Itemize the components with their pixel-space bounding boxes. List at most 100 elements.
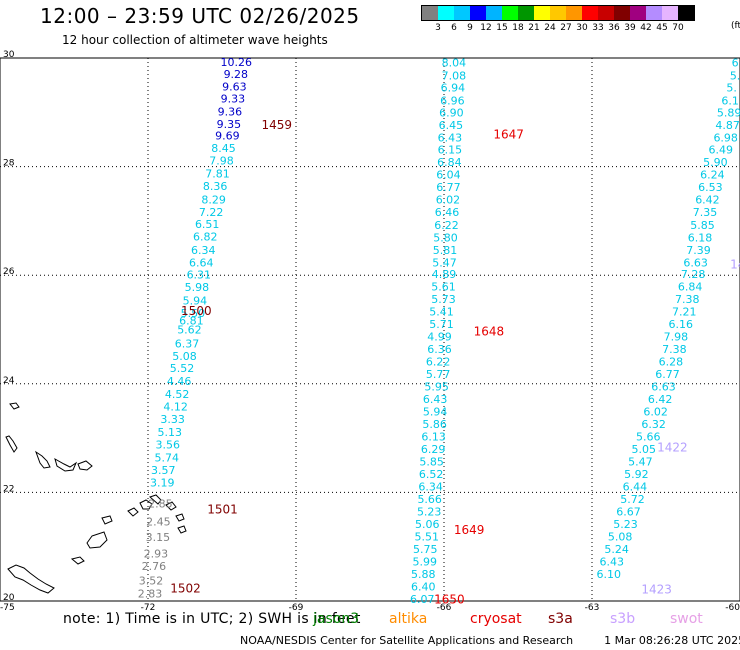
wave-height-value: 5.47 bbox=[432, 256, 457, 269]
axis-tick-labels: 20 22 24 26 28 30 -75 -72 -69 -66 -63 -60 bbox=[0, 50, 740, 613]
wave-height-value: 6.53 bbox=[698, 181, 723, 194]
wave-height-value: 3.56 bbox=[155, 439, 180, 452]
wave-height-value: 6.84 bbox=[437, 156, 462, 169]
wave-height-value: 6.32 bbox=[641, 418, 666, 431]
pass-time-label: 1501 bbox=[207, 502, 238, 516]
wave-height-value: 7.22 bbox=[199, 206, 224, 219]
wave-height-value: 5.92 bbox=[624, 468, 649, 481]
wave-height-value: 6.49 bbox=[709, 143, 734, 156]
wave-height-value: 5. bbox=[726, 81, 737, 94]
color-scale-swatch bbox=[534, 6, 550, 20]
lon-tick-label: -72 bbox=[141, 603, 156, 613]
wave-height-value: 6.96 bbox=[440, 94, 465, 107]
pass-time-label: 1649 bbox=[454, 523, 485, 537]
wave-height-value: 4.89 bbox=[432, 268, 457, 281]
wave-height-value: 6.07 bbox=[410, 593, 435, 606]
map-frame bbox=[0, 57, 740, 602]
color-scale-swatch bbox=[646, 6, 662, 20]
wave-height-value: 6.36 bbox=[427, 343, 452, 356]
color-scale-label: 24 bbox=[544, 23, 556, 33]
wave-height-value: 5.95 bbox=[424, 381, 449, 394]
color-scale-label: 12 bbox=[480, 23, 492, 33]
pass-time-labels: 1459 1500 1501 1502 1647 1648 1649 1650 14 1422 14… bbox=[170, 118, 740, 607]
wave-height-value: 5.81 bbox=[433, 244, 458, 257]
color-scale-swatch bbox=[486, 6, 502, 20]
wave-height-value: 6.34 bbox=[191, 244, 216, 257]
wave-height-value: 6.46 bbox=[435, 206, 460, 219]
wave-height-value: 8.04 bbox=[442, 56, 467, 69]
wave-height-value: 4.12 bbox=[163, 401, 188, 414]
color-scale-label: 21 bbox=[528, 23, 540, 33]
wave-height-value: 9.28 bbox=[224, 68, 249, 81]
wave-height-value: 6.44 bbox=[623, 481, 648, 494]
wave-height-value: 5.06 bbox=[415, 518, 440, 531]
color-scale-swatch bbox=[550, 6, 566, 20]
wave-height-value: 3.57 bbox=[151, 464, 176, 477]
wave-height-value: 6.98 bbox=[713, 131, 738, 144]
wave-height-value: 2.83 bbox=[138, 587, 163, 600]
wave-height-value: 5. bbox=[730, 69, 740, 82]
wave-height-value: 5.23 bbox=[613, 518, 638, 531]
color-scale-label: 45 bbox=[656, 23, 668, 33]
color-scale-label: 15 bbox=[496, 23, 508, 33]
wave-height-value: 2.45 bbox=[146, 515, 171, 528]
coastline bbox=[5, 402, 187, 594]
wave-height-value: 6.67 bbox=[616, 505, 641, 518]
pass-time-label: 1647 bbox=[493, 128, 524, 142]
wave-height-value: 5.94 bbox=[183, 294, 208, 307]
credit-line: NOAA/NESDIS Center for Satellite Applica… bbox=[240, 634, 740, 647]
wave-height-value: 6.28 bbox=[659, 356, 684, 369]
pass-time-label: 1459 bbox=[261, 118, 292, 132]
wave-height-value: 6.16 bbox=[669, 318, 694, 331]
wave-height-value: 6.84 bbox=[678, 281, 703, 294]
wave-height-value: 6.37 bbox=[175, 338, 200, 351]
wave-height-value: 9.63 bbox=[222, 80, 247, 93]
color-scale-swatch bbox=[470, 6, 486, 20]
color-scale-label: 27 bbox=[560, 23, 572, 33]
wave-height-value: 6.04 bbox=[436, 168, 461, 181]
wave-height-value: 6.29 bbox=[421, 443, 446, 456]
wave-height-value: 4.87 bbox=[715, 119, 740, 132]
wave-height-value: 6.43 bbox=[438, 131, 463, 144]
wave-height-value: 5.74 bbox=[154, 452, 179, 465]
satellite-legend-item: s3b bbox=[610, 611, 636, 627]
wave-height-value: 6.13 bbox=[421, 431, 446, 444]
wave-height-value: 5.72 bbox=[620, 493, 645, 506]
lat-tick-label: 30 bbox=[3, 50, 15, 60]
color-scale-label: 42 bbox=[640, 23, 652, 33]
color-scale-swatch bbox=[582, 6, 598, 20]
wave-height-value: 5.24 bbox=[604, 543, 629, 556]
color-scale-swatch bbox=[438, 6, 454, 20]
color-scale-swatch bbox=[518, 6, 534, 20]
wave-height-value: 5.80 bbox=[433, 231, 458, 244]
wave-height-value: 7.35 bbox=[693, 206, 718, 219]
wave-height-value: 6.24 bbox=[700, 168, 725, 181]
satellite-legend-item: s3a bbox=[548, 611, 573, 627]
wave-height-value: 5.61 bbox=[431, 281, 456, 294]
wave-height-value: 7.38 bbox=[675, 293, 700, 306]
wave-height-value: 5.75 bbox=[413, 543, 438, 556]
wave-height-value: 5.51 bbox=[414, 530, 439, 543]
wave-height-values: 10.269.289.639.339.369.359.698.457.987.8… bbox=[138, 56, 740, 606]
pass-time-label: 1500 bbox=[181, 304, 212, 318]
wave-height-value: 6 bbox=[732, 56, 739, 69]
wave-height-value: 7.38 bbox=[662, 343, 687, 356]
wave-height-value: 5.52 bbox=[170, 362, 195, 375]
color-scale-label: 39 bbox=[624, 23, 636, 33]
wave-height-value: 8.29 bbox=[201, 193, 226, 206]
wave-height-value: 7.39 bbox=[686, 244, 711, 257]
wave-height-value: 2.93 bbox=[144, 547, 169, 560]
wave-height-value: 2.85 bbox=[148, 497, 173, 510]
color-scale-label: 33 bbox=[592, 23, 604, 33]
wave-height-value: 3.33 bbox=[160, 413, 185, 426]
wave-height-value: 6.22 bbox=[426, 356, 451, 369]
wave-height-value: 8.45 bbox=[211, 142, 236, 155]
color-scale-swatch bbox=[630, 6, 646, 20]
wave-height-value: 6.42 bbox=[648, 393, 673, 406]
color-scale-label: 6 bbox=[451, 23, 457, 33]
wave-height-value: 2.76 bbox=[142, 560, 167, 573]
pass-time-label: 14 bbox=[730, 257, 740, 271]
color-scale-swatch bbox=[566, 6, 582, 20]
wave-height-value: 5.66 bbox=[417, 493, 442, 506]
